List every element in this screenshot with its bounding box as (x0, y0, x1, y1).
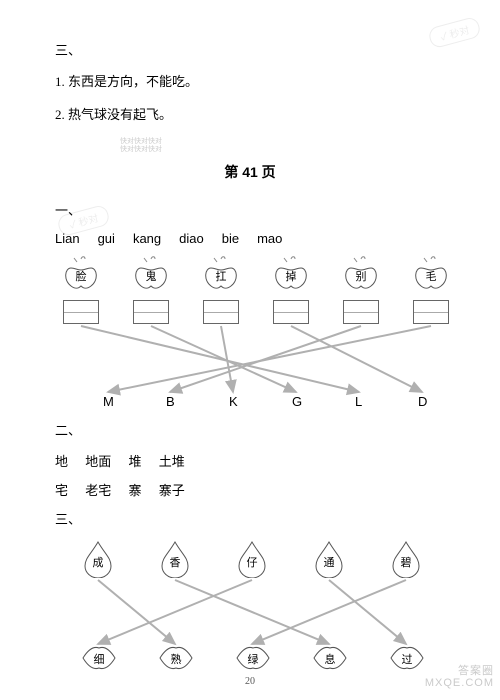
char-box (413, 300, 449, 324)
tiny-watermark: 快对快对快对 快对快对快对 (120, 137, 445, 154)
leaf-char: 息 (312, 651, 348, 667)
pinyin-row: Lian gui kang diao bie mao (55, 231, 445, 246)
page-heading: 第 41 页 (55, 162, 445, 182)
apple-char: 毛 (413, 268, 449, 284)
section2-label: 二、 (55, 420, 445, 439)
leaf-char: 熟 (158, 651, 194, 667)
apple-char: 掉 (273, 268, 309, 284)
apple-icon: 扛 (203, 256, 239, 290)
pinyin-item: diao (179, 231, 204, 246)
drop-icon: 香 (158, 540, 192, 578)
leaf-char: 过 (389, 651, 425, 667)
drop-icon: 碧 (389, 540, 423, 578)
char-box (343, 300, 379, 324)
section3-top-label: 三、 (55, 40, 445, 59)
target-letter: D (418, 394, 427, 409)
drop-char: 通 (312, 554, 346, 570)
leaf-icon: 息 (312, 645, 348, 671)
matching-chart-2: 成 香 仔 通 碧细 熟 绿 息 过 (55, 540, 445, 680)
target-letter: L (355, 394, 362, 409)
section1-label: 一、 (55, 200, 445, 219)
watermark-stamp: ✓ 秒对 (427, 16, 482, 50)
pinyin-item: gui (98, 231, 115, 246)
target-letter: M (103, 394, 114, 409)
apple-icon: 掉 (273, 256, 309, 290)
apple-icon: 别 (343, 256, 379, 290)
leaf-icon: 熟 (158, 645, 194, 671)
target-letter: B (166, 394, 175, 409)
words-row-1: 地 地面 堆 土堆 (55, 451, 445, 470)
drop-char: 碧 (389, 554, 423, 570)
section3-label: 三、 (55, 509, 445, 528)
char-box (63, 300, 99, 324)
matching-chart-1: 脸鬼扛掉别毛MBKGLD (53, 256, 443, 408)
leaf-icon: 绿 (235, 645, 271, 671)
char-box (203, 300, 239, 324)
leaf-char: 细 (81, 651, 117, 667)
apple-icon: 鬼 (133, 256, 169, 290)
section3-top-line1: 1. 东西是方向，不能吃。 (55, 71, 445, 90)
leaf-icon: 过 (389, 645, 425, 671)
leaf-char: 绿 (235, 651, 271, 667)
drop-char: 成 (81, 554, 115, 570)
char-box (273, 300, 309, 324)
apple-char: 扛 (203, 268, 239, 284)
brand-watermark: 答案圈 MXQE.COM (425, 665, 494, 689)
drop-icon: 通 (312, 540, 346, 578)
pinyin-item: kang (133, 231, 161, 246)
apple-char: 鬼 (133, 268, 169, 284)
pinyin-item: bie (222, 231, 239, 246)
drop-icon: 仔 (235, 540, 269, 578)
section3-top-line2: 2. 热气球没有起飞。 (55, 104, 445, 123)
apple-icon: 脸 (63, 256, 99, 290)
apple-char: 别 (343, 268, 379, 284)
drop-icon: 成 (81, 540, 115, 578)
drop-char: 仔 (235, 554, 269, 570)
words-row-2: 宅 老宅 寨 寨子 (55, 480, 445, 499)
drop-char: 香 (158, 554, 192, 570)
pinyin-item: mao (257, 231, 282, 246)
apple-icon: 毛 (413, 256, 449, 290)
apple-char: 脸 (63, 268, 99, 284)
target-letter: G (292, 394, 302, 409)
target-letter: K (229, 394, 238, 409)
char-box (133, 300, 169, 324)
leaf-icon: 细 (81, 645, 117, 671)
